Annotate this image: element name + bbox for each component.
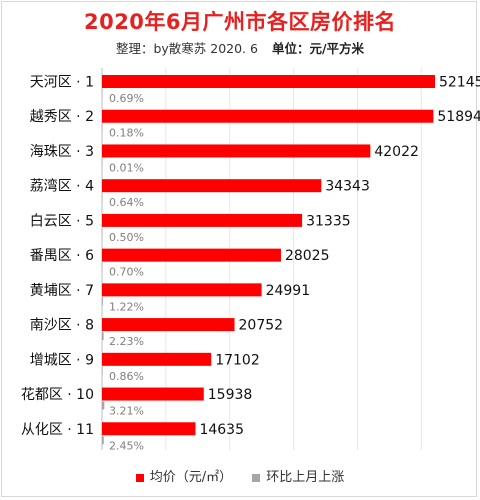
price-bar <box>102 75 435 88</box>
change-value-label: 0.69% <box>109 92 144 105</box>
price-bar <box>102 283 262 297</box>
price-bar <box>102 352 212 366</box>
change-bar <box>102 366 103 375</box>
price-value-label: 52145 <box>439 75 480 91</box>
legend-swatch-change <box>252 473 261 482</box>
price-value-label: 42022 <box>374 144 419 160</box>
legend-item-price: 均价（元/㎡） <box>135 466 233 485</box>
change-bar <box>102 123 103 132</box>
chart-subtitle: 整理：by散寒苏 2020. 6 单位：元/平方米 <box>0 38 480 57</box>
category-label: 黄埔区 · 7 <box>30 282 94 299</box>
legend: 均价（元/㎡） 环比上月上涨 <box>0 466 480 485</box>
price-bar <box>102 387 204 401</box>
change-value-label: 3.21% <box>109 405 144 418</box>
price-bar <box>102 248 281 262</box>
price-value-label: 17102 <box>215 352 260 368</box>
category-label: 天河区 · 1 <box>30 75 94 91</box>
change-value-label: 0.18% <box>109 127 144 140</box>
category-label: 从化区 · 11 <box>21 422 94 438</box>
price-value-label: 28025 <box>285 248 330 264</box>
change-bar <box>102 227 103 236</box>
legend-item-change: 环比上月上涨 <box>252 466 344 485</box>
credit-text: 整理：by散寒苏 2020. 6 <box>115 41 258 56</box>
price-bar <box>102 144 371 158</box>
change-bar <box>102 193 103 202</box>
category-label: 海珠区 · 3 <box>30 144 94 160</box>
category-label: 荔湾区 · 4 <box>30 178 94 195</box>
price-value-label: 34343 <box>325 179 370 195</box>
change-value-label: 2.23% <box>109 335 144 348</box>
change-value-label: 0.01% <box>109 161 144 174</box>
price-value-label: 14635 <box>199 422 244 438</box>
change-bar <box>102 401 105 410</box>
change-value-label: 0.50% <box>109 231 144 244</box>
category-label: 增城区 · 9 <box>30 352 94 368</box>
price-value-label: 15938 <box>208 387 253 403</box>
category-label: 南沙区 · 8 <box>30 318 94 334</box>
price-bar <box>102 213 303 227</box>
change-bar <box>102 297 103 306</box>
category-label: 花都区 · 10 <box>21 387 94 403</box>
chart-title: 2020年6月广州市各区房价排名 <box>83 10 397 34</box>
price-value-label: 51894 <box>437 109 480 125</box>
price-bar <box>102 179 322 193</box>
change-bar <box>102 262 103 271</box>
change-bar <box>102 158 103 167</box>
legend-label-price: 均价（元/㎡） <box>149 470 233 485</box>
category-label: 白云区 · 5 <box>30 213 94 229</box>
price-value-label: 20752 <box>239 318 284 334</box>
category-label: 番禺区 · 6 <box>30 248 94 264</box>
change-value-label: 0.86% <box>109 370 144 383</box>
price-value-label: 24991 <box>266 283 311 299</box>
change-value-label: 0.64% <box>109 196 144 209</box>
legend-swatch-price <box>135 473 144 482</box>
price-value-label: 31335 <box>306 213 351 229</box>
change-bar <box>102 332 104 341</box>
price-bar <box>102 422 196 436</box>
change-value-label: 2.45% <box>109 439 144 452</box>
price-bar <box>102 318 235 332</box>
change-value-label: 1.22% <box>109 300 144 313</box>
unit-text: 单位：元/平方米 <box>271 41 365 56</box>
change-bar <box>102 436 104 445</box>
legend-label-change: 环比上月上涨 <box>266 470 345 485</box>
category-label: 越秀区 · 2 <box>30 109 94 125</box>
price-bar <box>102 109 434 123</box>
change-bar <box>102 89 103 97</box>
change-value-label: 0.70% <box>109 266 144 279</box>
